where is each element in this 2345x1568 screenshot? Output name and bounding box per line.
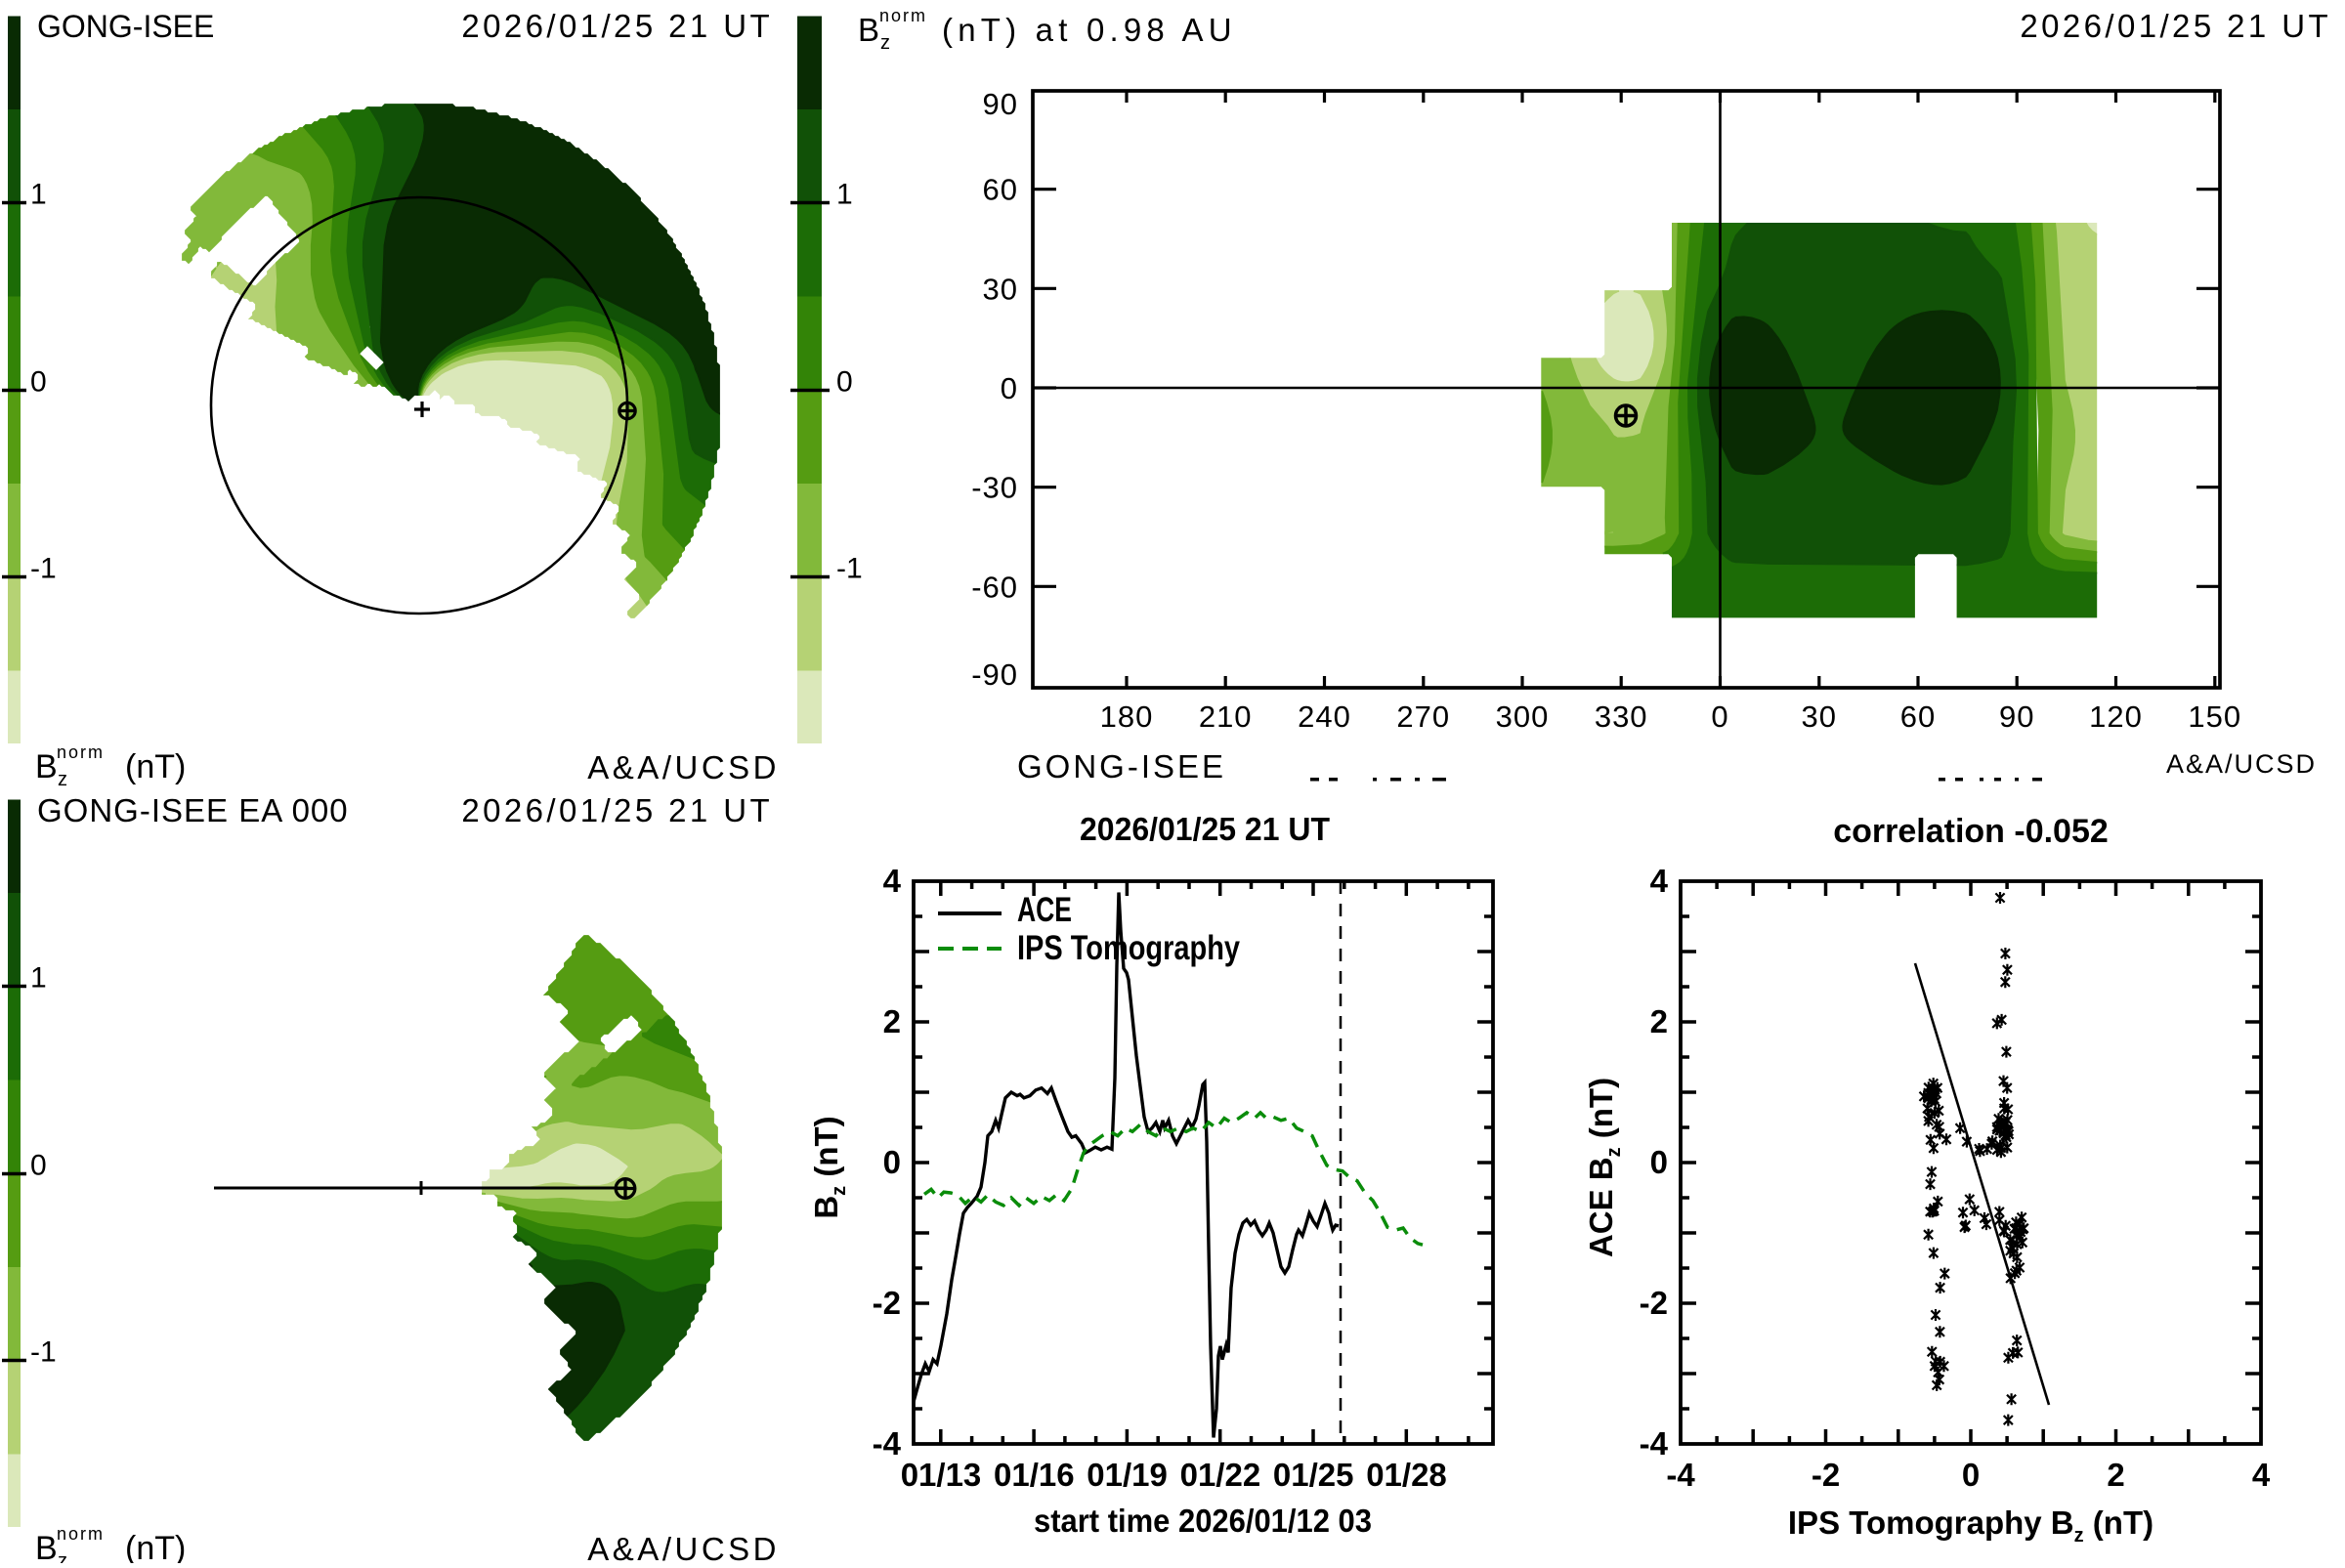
svg-text:Bz (nT): Bz (nT): [808, 1116, 850, 1218]
svg-text:-1: -1: [30, 1336, 57, 1369]
svg-text:90: 90: [1999, 699, 2034, 734]
svg-text:0: 0: [30, 366, 47, 399]
svg-text:GONG-ISEE: GONG-ISEE: [37, 9, 214, 44]
svg-text:-2: -2: [1812, 1457, 1840, 1493]
svg-text:2026/01/25 21 UT: 2026/01/25 21 UT: [2020, 8, 2331, 44]
svg-text:z: z: [880, 32, 890, 54]
svg-text:2026/01/25 21 UT: 2026/01/25 21 UT: [1080, 811, 1330, 847]
svg-text:-4: -4: [1640, 1425, 1669, 1462]
svg-text:180: 180: [1100, 699, 1154, 734]
svg-text:30: 30: [983, 272, 1018, 306]
svg-text:01/22: 01/22: [1180, 1457, 1261, 1493]
svg-text:01/25: 01/25: [1273, 1457, 1354, 1493]
svg-text:-2: -2: [1640, 1285, 1668, 1321]
svg-text:-1: -1: [30, 553, 57, 585]
svg-text:240: 240: [1298, 699, 1351, 734]
svg-text:1: 1: [836, 179, 853, 211]
svg-text:norm: norm: [879, 6, 927, 25]
svg-text:0: 0: [836, 366, 853, 399]
svg-text:0: 0: [1650, 1144, 1668, 1180]
svg-text:A&A/UCSD: A&A/UCSD: [587, 1531, 780, 1563]
svg-text:4: 4: [883, 863, 902, 899]
svg-text:GONG-ISEE: GONG-ISEE: [1017, 748, 1226, 784]
svg-text:4: 4: [2252, 1457, 2271, 1493]
svg-text:start time 2026/01/12 03: start time 2026/01/12 03: [1034, 1503, 1372, 1539]
svg-text:(nT) at 0.98 AU: (nT) at 0.98 AU: [942, 12, 1237, 48]
svg-text:90: 90: [983, 87, 1018, 121]
svg-text:150: 150: [2188, 699, 2241, 734]
svg-text:ACE Bz (nT): ACE Bz (nT): [1583, 1078, 1625, 1257]
svg-text:z: z: [58, 1550, 67, 1563]
svg-text:ACE: ACE: [1017, 891, 1072, 929]
svg-text:01/19: 01/19: [1087, 1457, 1168, 1493]
svg-text:-90: -90: [971, 657, 1018, 692]
svg-text:-4: -4: [1666, 1457, 1695, 1493]
svg-text:0: 0: [1711, 699, 1728, 734]
svg-text:30: 30: [1802, 699, 1837, 734]
svg-text:60: 60: [983, 173, 1018, 207]
svg-text:300: 300: [1496, 699, 1550, 734]
svg-text:IPS Tomography: IPS Tomography: [1017, 929, 1240, 967]
svg-text:0: 0: [30, 1150, 47, 1182]
svg-text:(nT): (nT): [125, 1530, 186, 1563]
svg-text:4: 4: [1650, 863, 1669, 899]
svg-text:01/28: 01/28: [1366, 1457, 1447, 1493]
svg-text:1: 1: [30, 962, 47, 995]
svg-text:2026/01/25 21 UT: 2026/01/25 21 UT: [461, 792, 773, 828]
svg-text:A&A/UCSD: A&A/UCSD: [2166, 749, 2317, 779]
svg-text:2026/01/25 21 UT: 2026/01/25 21 UT: [461, 8, 773, 44]
svg-text:60: 60: [1900, 699, 1936, 734]
svg-text:B: B: [35, 748, 58, 785]
svg-text:-2: -2: [873, 1285, 901, 1321]
svg-text:330: 330: [1595, 699, 1648, 734]
svg-text:correlation -0.052: correlation -0.052: [1833, 813, 2109, 850]
svg-text:2: 2: [2107, 1457, 2124, 1493]
svg-text:2: 2: [1650, 1003, 1668, 1039]
svg-text:(nT): (nT): [125, 748, 186, 785]
svg-text:270: 270: [1396, 699, 1450, 734]
svg-text:IPS Tomography Bz (nT): IPS Tomography Bz (nT): [1788, 1504, 2153, 1547]
svg-text:0: 0: [1001, 371, 1018, 405]
svg-text:GONG-ISEE EA 000: GONG-ISEE EA 000: [37, 792, 349, 828]
svg-text:B: B: [858, 12, 879, 48]
svg-text:01/13: 01/13: [901, 1457, 982, 1493]
svg-text:01/16: 01/16: [994, 1457, 1075, 1493]
svg-text:120: 120: [2089, 699, 2143, 734]
svg-text:B: B: [35, 1530, 58, 1563]
svg-text:1: 1: [30, 179, 47, 211]
svg-text:-4: -4: [873, 1425, 902, 1462]
svg-text:norm: norm: [57, 1524, 105, 1544]
svg-text:0: 0: [1962, 1457, 1980, 1493]
svg-text:A&A/UCSD: A&A/UCSD: [587, 749, 780, 785]
svg-text:0: 0: [883, 1144, 901, 1180]
svg-text:-60: -60: [971, 570, 1018, 604]
svg-text:-1: -1: [836, 553, 863, 585]
svg-text:-30: -30: [971, 471, 1018, 505]
svg-text:210: 210: [1199, 699, 1253, 734]
svg-text:2: 2: [883, 1003, 901, 1039]
svg-text:z: z: [58, 769, 67, 790]
svg-text:norm: norm: [57, 742, 105, 762]
